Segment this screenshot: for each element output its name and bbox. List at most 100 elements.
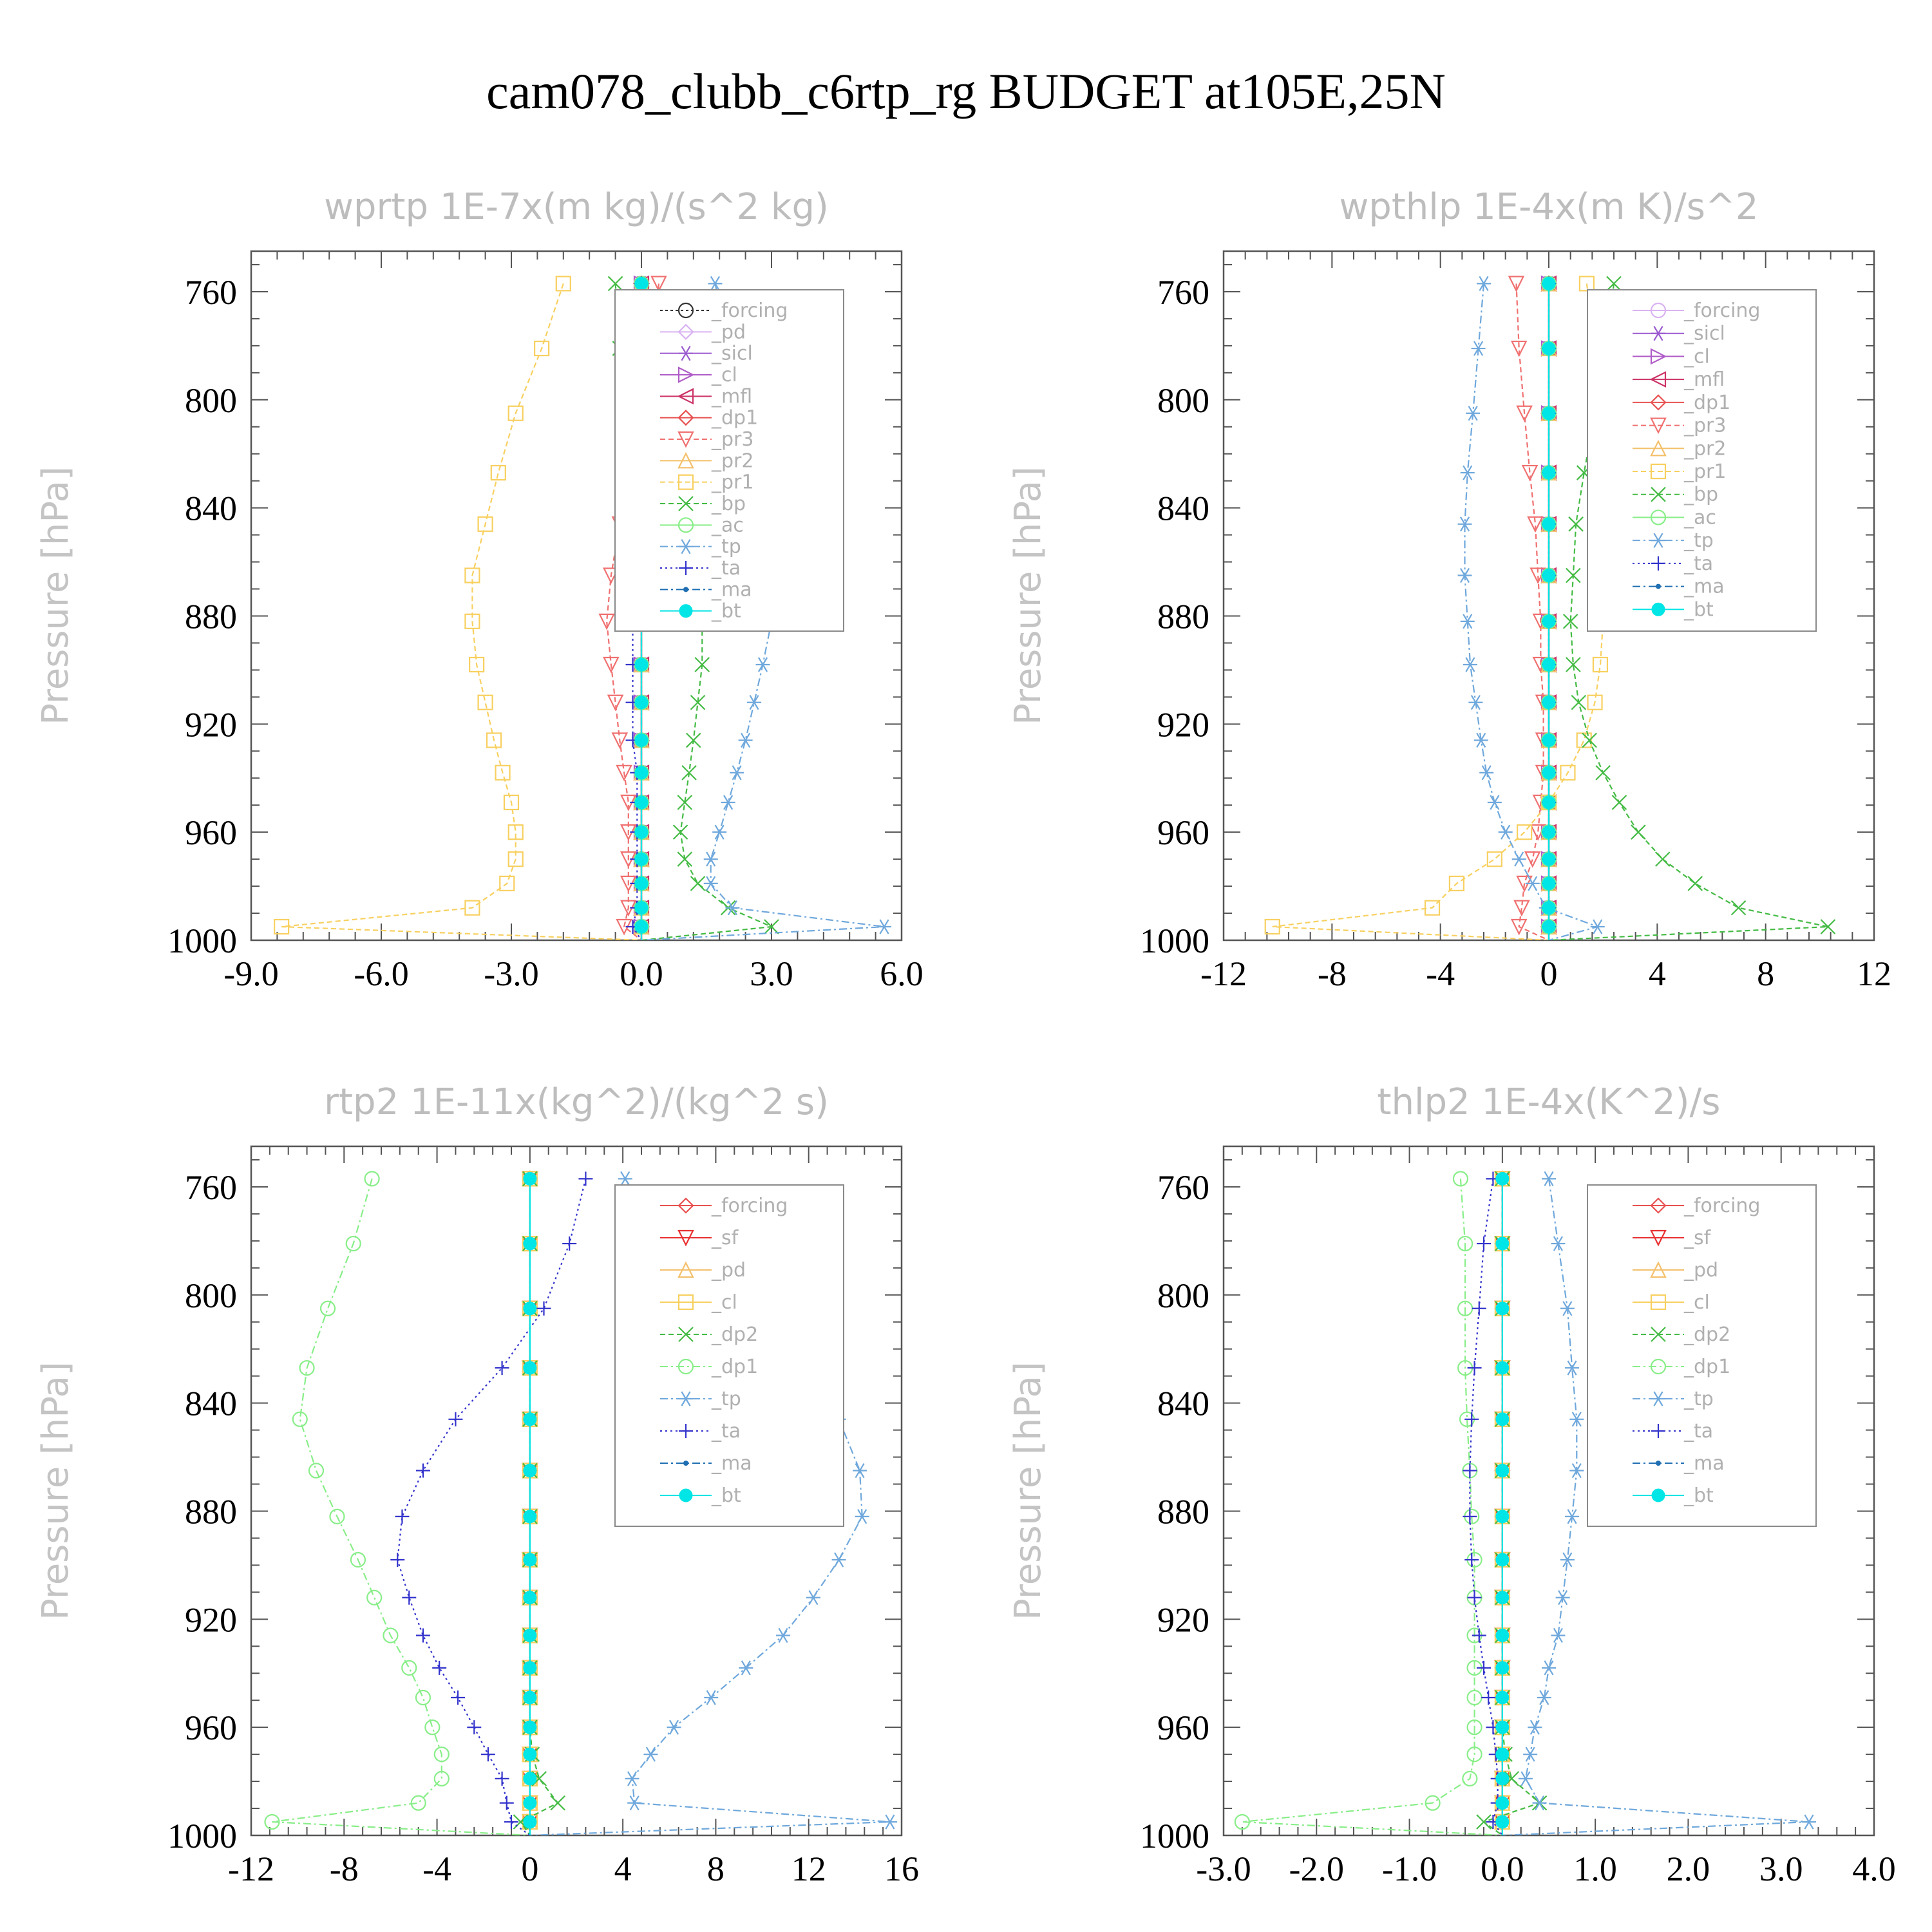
data-point-pr3 xyxy=(1516,405,1533,422)
data-point-bp xyxy=(1568,516,1584,532)
plot-area xyxy=(1264,274,1836,940)
legend-label: _bt xyxy=(1683,598,1714,621)
legend-marker xyxy=(1650,1197,1667,1214)
data-point-pr1 xyxy=(464,900,480,916)
data-point-pr1 xyxy=(477,516,493,532)
data-point-ta xyxy=(1464,1553,1479,1567)
data-point-dp1 xyxy=(1457,1235,1473,1252)
data-point-dp1 xyxy=(383,1627,399,1643)
legend-marker xyxy=(1651,556,1665,571)
data-point-bt xyxy=(1495,1236,1510,1251)
data-point-pr1 xyxy=(507,851,524,867)
data-point-pr1 xyxy=(477,694,493,710)
data-point-ta xyxy=(451,1690,466,1705)
data-point-dp1 xyxy=(1425,1795,1441,1811)
data-point-dp1 xyxy=(415,1689,431,1706)
data-point-dp1 xyxy=(264,1814,280,1830)
data-point-bt xyxy=(523,1236,537,1251)
data-point-pr1 xyxy=(507,405,524,421)
legend-marker xyxy=(677,323,694,340)
legend-marker xyxy=(1656,1461,1661,1466)
data-point-dp1 xyxy=(345,1235,361,1252)
legend-label: _cl xyxy=(711,1291,737,1314)
data-point-bt xyxy=(634,733,649,747)
data-point-tp xyxy=(831,1552,846,1567)
legend-marker xyxy=(683,1461,688,1466)
legend: _forcing _sf _pd _cl _dp2 _dp1 _tp _ta _ma _bt xyxy=(614,1184,844,1527)
data-point-bp xyxy=(607,276,623,292)
data-point-bt xyxy=(1542,341,1556,355)
data-point-dp1 xyxy=(292,1411,308,1427)
data-point-tp xyxy=(625,1771,639,1786)
x-tick-label: 0.0 xyxy=(1481,1850,1524,1888)
data-point-bt xyxy=(1495,1412,1510,1426)
legend-marker xyxy=(677,474,694,490)
data-point-bp xyxy=(1571,694,1587,710)
data-point-bt xyxy=(1495,1171,1510,1186)
data-point-bt xyxy=(1495,1690,1510,1705)
data-point-tp xyxy=(1511,851,1526,867)
legend-label: _bt xyxy=(1683,1484,1714,1507)
legend-marker xyxy=(1650,302,1667,319)
y-tick-label: 840 xyxy=(1157,1385,1209,1423)
data-point-tp xyxy=(1518,1771,1533,1786)
data-point-tp xyxy=(730,765,744,781)
legend-marker xyxy=(679,1424,693,1438)
budget-panel-3: rtp2 1E-11x(kg^2)/(kg^2 s) Pressure [hPa]… xyxy=(35,1081,919,1888)
data-point-pr1 xyxy=(1592,656,1609,673)
y-tick-label: 840 xyxy=(185,489,237,528)
data-point-tp xyxy=(721,795,735,810)
data-point-bt xyxy=(1495,1796,1510,1810)
data-point-tp xyxy=(855,1509,869,1524)
x-tick-label: -1.0 xyxy=(1382,1850,1437,1888)
data-point-ta xyxy=(415,1463,430,1478)
x-tick-label: 0.0 xyxy=(620,954,663,993)
data-point-bt xyxy=(1495,1553,1510,1567)
data-point-dp1 xyxy=(319,1300,336,1316)
x-tick-label: -3.0 xyxy=(484,954,538,993)
data-point-bt xyxy=(634,920,649,934)
x-tick-label: 3.0 xyxy=(750,954,793,993)
legend-marker xyxy=(1650,394,1667,411)
legend-label: _sf xyxy=(711,1227,739,1249)
data-point-tp xyxy=(1460,614,1475,629)
data-point-bt xyxy=(1542,795,1556,810)
data-point-tp xyxy=(1560,1301,1575,1316)
legend-marker xyxy=(1650,439,1667,457)
legend-label: _pd xyxy=(1683,1259,1718,1282)
legend-label: _ma xyxy=(711,578,752,601)
legend-marker xyxy=(679,539,693,554)
x-tick-label: 4 xyxy=(1649,954,1666,993)
legend-label: _pr3 xyxy=(711,428,753,451)
data-point-tp xyxy=(667,1719,681,1735)
data-point-bt xyxy=(523,1720,537,1734)
data-point-tp xyxy=(806,1590,820,1605)
legend-marker xyxy=(1650,509,1667,526)
y-tick-label: 1000 xyxy=(167,1817,237,1855)
data-point-bt xyxy=(1495,1361,1510,1375)
data-point-pr3 xyxy=(1521,464,1539,482)
data-point-tp xyxy=(747,695,762,710)
data-point-tp xyxy=(1555,1590,1570,1605)
legend-label: _sf xyxy=(1683,1227,1712,1249)
legend-label: _bp xyxy=(1683,484,1718,506)
legend-label: _dp1 xyxy=(1683,1356,1730,1378)
data-point-bt xyxy=(523,1772,537,1786)
data-point-tp xyxy=(1466,406,1481,421)
x-tick-label: 8 xyxy=(1757,954,1774,993)
data-point-bt xyxy=(1542,766,1556,780)
x-tick-label: 8 xyxy=(707,1850,724,1888)
legend-label: _tp xyxy=(711,536,741,558)
data-point-bp xyxy=(677,795,693,810)
legend-marker xyxy=(677,1229,694,1247)
data-point-pr1 xyxy=(555,276,571,292)
data-point-bt xyxy=(1495,1815,1510,1829)
data-point-pr1 xyxy=(1587,694,1603,710)
data-point-ta xyxy=(402,1590,417,1605)
data-point-bp xyxy=(1562,614,1578,629)
data-point-tp xyxy=(1569,1463,1584,1479)
legend-marker xyxy=(679,1488,693,1502)
data-point-tp xyxy=(1528,1719,1542,1735)
legend-marker xyxy=(1651,1488,1665,1502)
y-tick-label: 880 xyxy=(185,1492,237,1531)
